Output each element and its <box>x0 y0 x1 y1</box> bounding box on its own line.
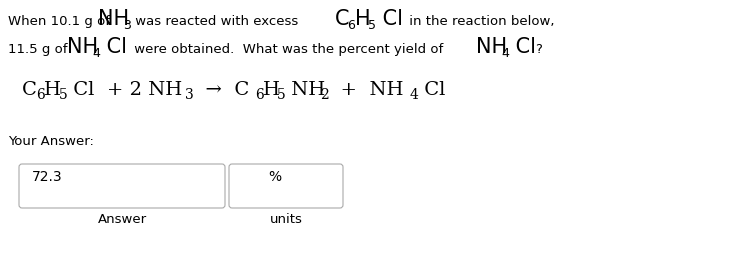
Text: 11.5 g of: 11.5 g of <box>8 43 72 56</box>
Text: in the reaction below,: in the reaction below, <box>405 15 554 28</box>
Text: was reacted with excess: was reacted with excess <box>131 15 303 28</box>
Text: +  NH: + NH <box>328 81 404 99</box>
Text: 6: 6 <box>255 88 264 102</box>
Text: NH: NH <box>476 37 507 57</box>
Text: Cl  + 2 NH: Cl + 2 NH <box>67 81 182 99</box>
Text: 4: 4 <box>410 88 419 102</box>
Text: Cl: Cl <box>509 37 536 57</box>
Text: 3: 3 <box>185 88 194 102</box>
Text: 72.3: 72.3 <box>32 170 63 184</box>
Text: 6: 6 <box>347 19 355 32</box>
Text: →  C: → C <box>193 81 249 99</box>
Text: ?: ? <box>535 43 542 56</box>
Text: 3: 3 <box>123 19 131 32</box>
Text: 2: 2 <box>320 88 329 102</box>
Text: H: H <box>44 81 61 99</box>
Text: units: units <box>270 213 303 226</box>
Text: 4: 4 <box>501 47 509 60</box>
Text: Cl: Cl <box>418 81 446 99</box>
Text: NH: NH <box>285 81 325 99</box>
Text: were obtained.  What was the percent yield of: were obtained. What was the percent yiel… <box>130 43 447 56</box>
FancyBboxPatch shape <box>229 164 343 208</box>
Text: NH: NH <box>98 9 129 29</box>
Text: Answer: Answer <box>97 213 147 226</box>
Text: Your Answer:: Your Answer: <box>8 135 94 148</box>
Text: C: C <box>22 81 37 99</box>
FancyBboxPatch shape <box>19 164 225 208</box>
Text: 6: 6 <box>36 88 45 102</box>
Text: H: H <box>355 9 371 29</box>
Text: Cl: Cl <box>376 9 403 29</box>
Text: NH: NH <box>67 37 98 57</box>
Text: Cl: Cl <box>100 37 127 57</box>
Text: When 10.1 g of: When 10.1 g of <box>8 15 115 28</box>
Text: 5: 5 <box>277 88 286 102</box>
Text: %: % <box>268 170 281 184</box>
Text: 5: 5 <box>368 19 376 32</box>
Text: C: C <box>335 9 350 29</box>
Text: H: H <box>263 81 280 99</box>
Text: 4: 4 <box>92 47 100 60</box>
Text: 5: 5 <box>59 88 67 102</box>
